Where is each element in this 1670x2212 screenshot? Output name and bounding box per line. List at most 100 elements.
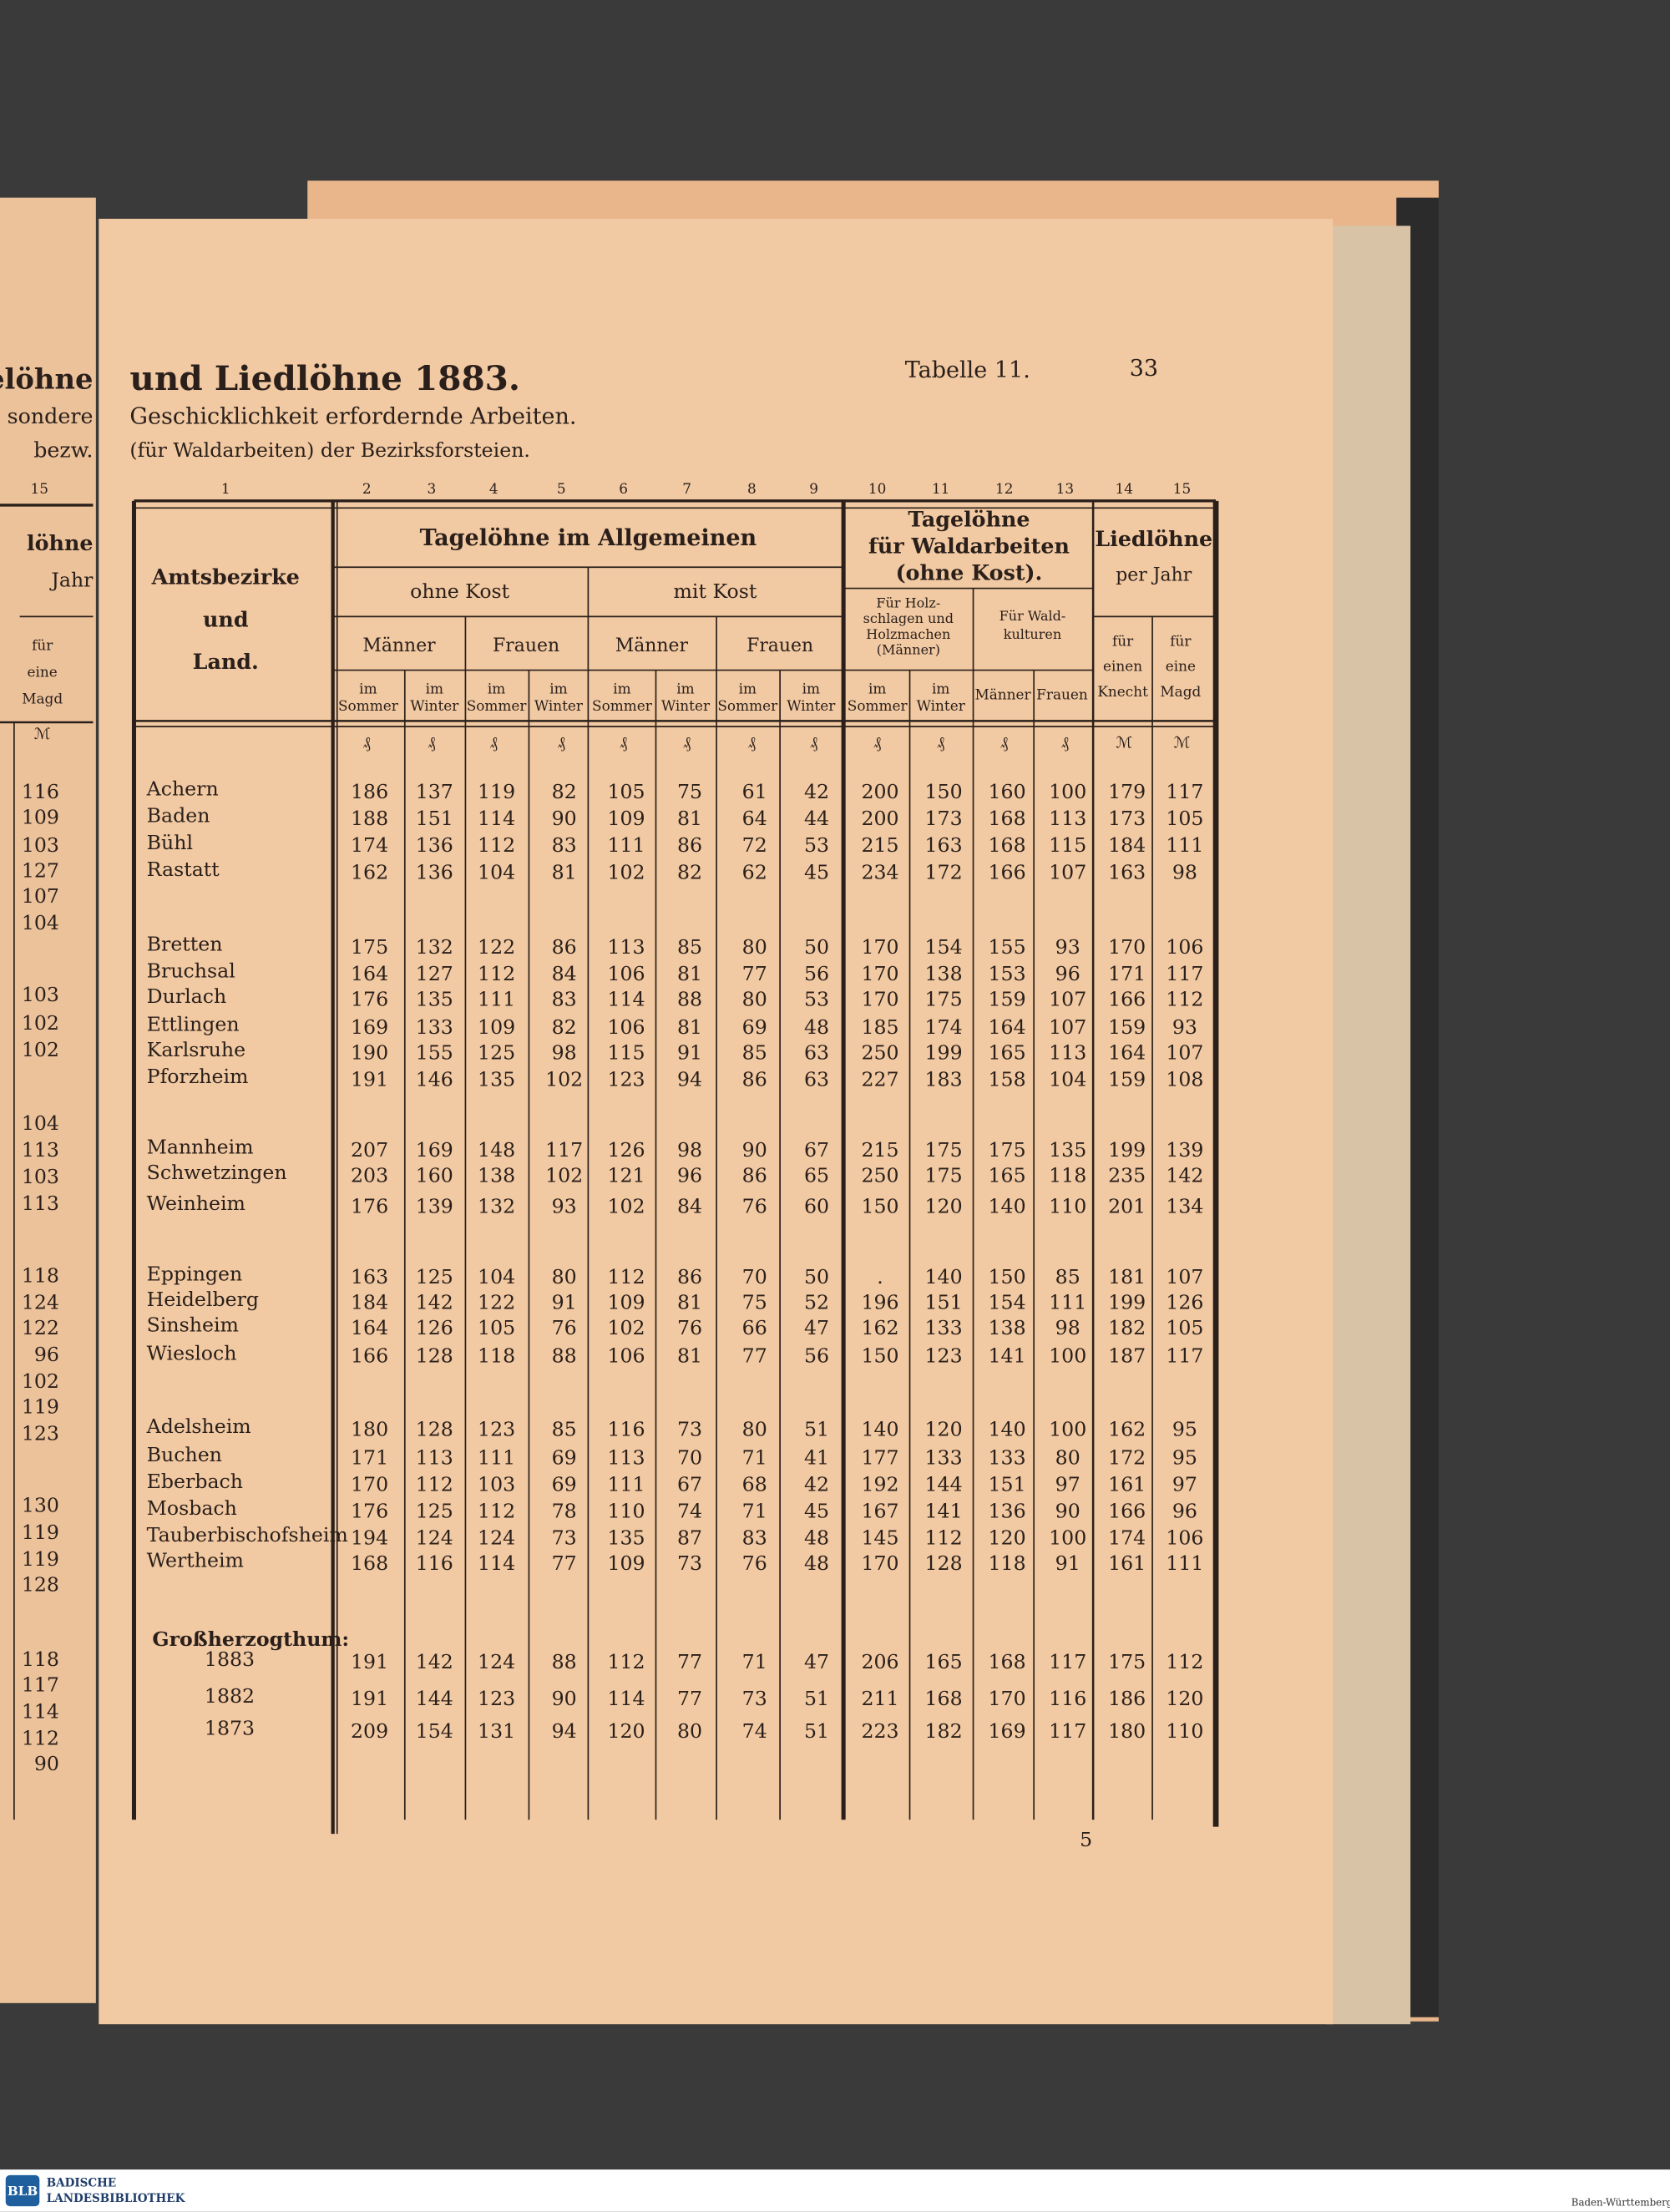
magd-header: Magd [1160,683,1201,700]
left-value: 116 [22,780,59,803]
row-name: Heidelberg [147,1288,259,1311]
cell-value: 164 [1108,1041,1146,1065]
cell-value: 115 [607,1041,645,1065]
cell-value: 162 [351,860,388,883]
left-value: 119 [22,1395,59,1418]
cell-value: 117 [545,1138,583,1162]
left-value: 103 [22,833,59,857]
cell-value: 135 [1049,1138,1086,1162]
column-number: 5 [557,480,566,497]
cell-value: 70 [677,1445,702,1469]
cell-value: 148 [478,1138,515,1162]
left-page [0,197,96,2003]
season-header: Sommer [592,697,653,714]
cell-value: 106 [1166,935,1203,959]
cell-value: 203 [351,1163,388,1187]
library-name: LANDESBIBLIOTHEK [47,2192,186,2205]
cell-value: 48 [804,1015,829,1039]
cell-value: 196 [862,1290,899,1314]
cell-value: 191 [351,1650,388,1673]
stub-header: und [203,606,249,631]
season-header: Winter [917,697,966,714]
cell-value: 98 [552,1041,577,1065]
kultur-header: Für Wald- [999,608,1066,624]
cell-value: 141 [925,1499,963,1522]
cell-value: 76 [552,1316,577,1339]
cell-value: 125 [478,1041,515,1065]
row-name: Bretten [147,932,223,955]
holz-header: schlagen und [863,610,954,626]
cell-value: 85 [677,935,702,959]
left-value: 123 [22,1422,59,1445]
cell-value: 120 [989,1526,1026,1550]
cell-value: 188 [351,807,388,830]
cell-value: 173 [925,807,963,830]
row-name: Achern [146,777,219,801]
cell-value: 63 [804,1041,829,1065]
cell-value: 93 [1055,935,1080,959]
cell-value: 90 [742,1138,767,1162]
forest-header: (ohne Kost). [896,560,1043,585]
cell-value: 107 [1049,1015,1086,1039]
cell-value: 250 [862,1163,899,1187]
cell-value: 106 [607,962,645,985]
cell-value: 170 [1108,935,1146,959]
cell-value: 109 [607,1290,645,1314]
holz-header: (Männer) [877,641,940,657]
cell-value: 105 [607,780,645,803]
cell-value: 114 [607,987,645,1010]
column-number: 7 [682,480,691,497]
cell-value: 87 [677,1526,702,1550]
cell-value: 104 [1049,1068,1086,1091]
cell-value: 117 [1049,1719,1086,1743]
cell-value: 102 [545,1163,583,1187]
sex-header: Männer [615,635,689,656]
cell-value: 180 [1108,1719,1146,1743]
cell-value: 170 [989,1687,1026,1710]
cell-value: 85 [552,1418,577,1441]
row-name: 1873 [205,1717,255,1740]
cell-value: 113 [1049,807,1086,830]
cell-value: 84 [677,1195,702,1218]
cell-value: 128 [416,1418,453,1441]
cell-value: 111 [478,1445,515,1469]
row-name: Durlach [147,985,227,1008]
left-value: 102 [22,1038,59,1061]
cell-value: 75 [677,780,702,803]
cell-value: 186 [351,780,388,803]
cell-value: 74 [742,1719,767,1743]
column-number: 15 [1173,480,1191,497]
cell-value: 176 [351,1195,388,1218]
left-value: 118 [22,1263,59,1287]
cell-value: 140 [989,1195,1026,1218]
column-number: 8 [747,480,757,497]
cell-value: 120 [1166,1687,1203,1710]
row-name: Sinsheim [147,1314,239,1337]
cell-value: 136 [416,833,453,857]
cell-value: 166 [1108,987,1146,1010]
cell-value: 83 [742,1526,767,1550]
cell-value: 250 [862,1041,899,1065]
cell-value: 171 [351,1445,388,1469]
cell-value: 187 [1108,1344,1146,1368]
cell-value: 112 [1166,1650,1203,1673]
cell-value: 86 [742,1068,767,1091]
cell-value: 117 [1166,962,1203,985]
cell-value: 78 [552,1499,577,1522]
cell-value: 122 [478,935,515,959]
column-number: 3 [428,480,437,497]
row-name: Rastatt [147,858,220,881]
lied-header: per Jahr [1116,564,1192,585]
holz-header: Holzmachen [866,626,950,642]
cell-value: 96 [1172,1499,1197,1522]
cell-value: 165 [989,1163,1026,1187]
cell-value: 95 [1172,1418,1197,1441]
cell-value: 90 [552,807,577,830]
cell-value: 80 [552,1265,577,1288]
cell-value: 170 [862,962,899,985]
unit: ₰ [748,734,756,752]
cell-value: . [877,1265,883,1288]
cell-value: 100 [1049,1526,1086,1550]
left-column-number: 15 [31,480,48,497]
